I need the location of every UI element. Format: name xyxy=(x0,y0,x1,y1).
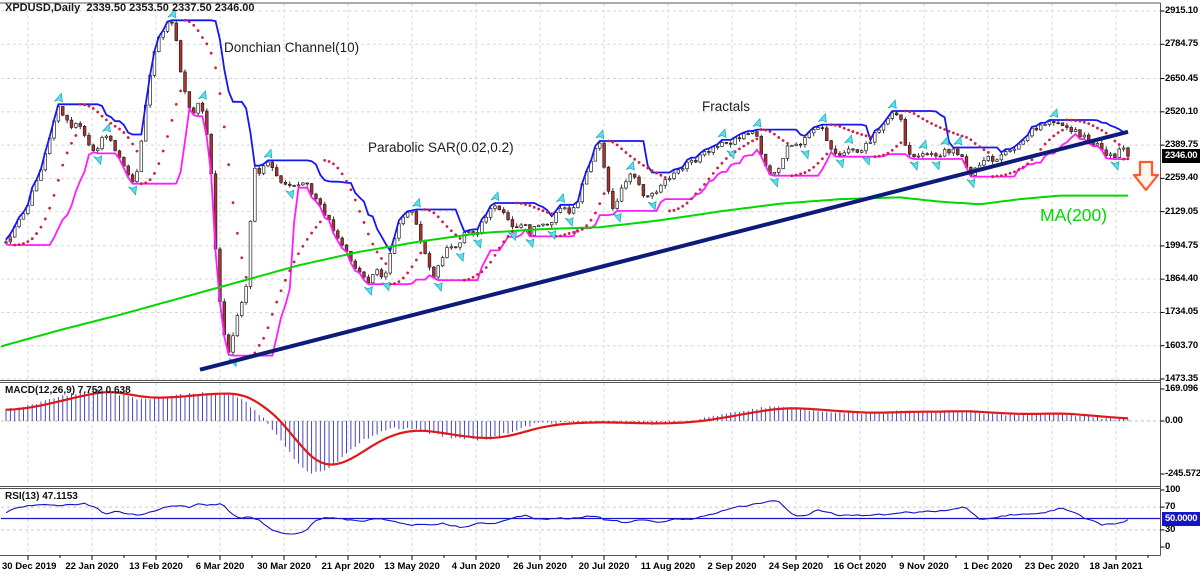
fractal-down-icon xyxy=(770,177,779,188)
parabolic-sar-dots xyxy=(8,18,1130,358)
donchian-upper-line xyxy=(5,19,1129,253)
ma200-line xyxy=(1,194,1128,348)
macd-panel[interactable] xyxy=(5,389,1129,474)
fractal-down-icon xyxy=(455,252,465,263)
fractal-down-icon xyxy=(508,231,517,242)
fractal-down-icon xyxy=(564,217,574,227)
rsi-panel[interactable] xyxy=(1,500,1161,535)
fractal-down-icon xyxy=(93,155,103,166)
rsi-line xyxy=(5,500,1129,535)
fractal-down-icon xyxy=(861,156,871,166)
fractal-up-icon xyxy=(752,117,762,128)
fractal-up-icon xyxy=(556,193,565,203)
main-panel[interactable] xyxy=(0,8,1130,372)
fractal-up-icon xyxy=(818,112,827,123)
fractal-down-icon xyxy=(909,160,919,171)
fractal-down-icon xyxy=(364,286,373,296)
panel-borders xyxy=(0,2,1165,560)
fractal-up-icon xyxy=(490,191,500,202)
fractal-down-icon xyxy=(433,282,443,293)
fractal-up-icon xyxy=(167,8,177,19)
fractal-down-icon xyxy=(285,189,295,200)
fractal-up-icon xyxy=(595,129,605,140)
fractal-down-icon xyxy=(128,185,138,196)
fractal-up-icon xyxy=(263,148,273,159)
macd-signal-line xyxy=(5,391,1129,466)
fractal-down-icon xyxy=(835,158,845,169)
fractal-down-icon xyxy=(547,230,557,241)
fractal-down-icon xyxy=(612,212,622,223)
grid-layer xyxy=(1,3,1161,555)
fractal-down-icon xyxy=(647,200,657,211)
fractal-up-icon xyxy=(940,135,950,146)
fractal-down-icon xyxy=(473,238,482,249)
fractal-up-icon xyxy=(953,135,963,146)
fractal-up-icon xyxy=(1049,108,1059,119)
sell-arrow-icon[interactable] xyxy=(1132,160,1160,192)
fractal-down-icon xyxy=(931,160,941,171)
fractal-down-icon xyxy=(966,178,976,189)
fractal-down-icon xyxy=(525,238,535,249)
fractal-up-icon xyxy=(918,139,928,150)
fractal-up-icon xyxy=(844,134,854,145)
fractal-up-icon xyxy=(412,197,421,208)
fractal-up-icon xyxy=(717,128,727,139)
fractal-up-icon xyxy=(102,122,111,133)
fractal-up-icon xyxy=(626,160,635,171)
fractal-down-icon xyxy=(726,149,736,160)
fractal-up-icon xyxy=(887,99,897,110)
fractal-down-icon xyxy=(381,281,391,292)
fractal-down-icon xyxy=(1110,160,1120,171)
donchian-lower-line xyxy=(5,106,1128,357)
fractal-down-icon xyxy=(800,149,810,160)
fractal-up-icon xyxy=(198,89,207,100)
fractal-up-icon xyxy=(54,92,63,103)
trendline[interactable] xyxy=(199,129,1129,372)
candles-layer xyxy=(4,20,1130,356)
